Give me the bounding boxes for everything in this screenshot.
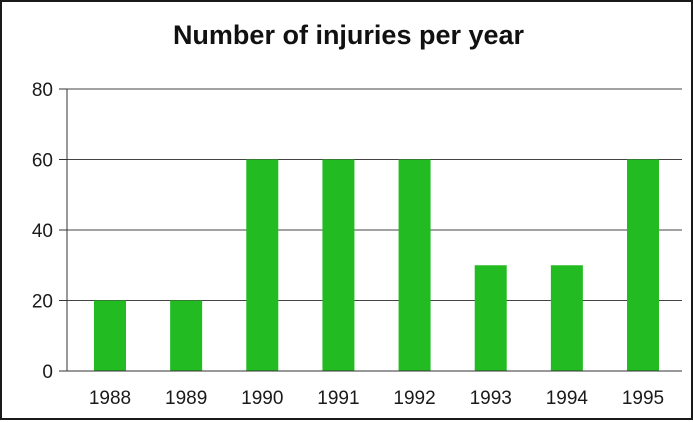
y-tick-label-80: 80	[32, 80, 53, 101]
y-tick-labels: 0 20 40 60 80	[32, 80, 53, 383]
gridlines	[67, 88, 682, 301]
x-tick-label-1995: 1995	[622, 388, 664, 409]
bar-1995	[627, 159, 659, 371]
x-tick-label-1991: 1991	[317, 388, 359, 409]
y-tick-label-40: 40	[32, 221, 53, 242]
bar-1990	[246, 159, 279, 371]
x-tick-label-1994: 1994	[546, 388, 589, 409]
x-tick-label-1988: 1988	[89, 388, 131, 409]
y-tick-label-0: 0	[42, 362, 53, 383]
bar-1992	[398, 159, 431, 371]
y-tick-label-20: 20	[32, 292, 53, 313]
y-tick-label-60: 60	[32, 151, 53, 172]
x-tick-label-1993: 1993	[470, 388, 512, 409]
x-tick-label-1989: 1989	[165, 388, 207, 409]
bars	[94, 159, 659, 371]
bar-1993	[474, 265, 507, 371]
x-tick-label-1990: 1990	[241, 388, 283, 409]
bar-1989	[170, 300, 203, 371]
bar-1994	[550, 265, 583, 371]
bar-1988	[94, 300, 126, 371]
x-tick-labels: 1988 1989 1990 1991 1992 1993 1994 1995	[89, 388, 664, 409]
axes	[59, 88, 682, 372]
chart-title: Number of injuries per year	[172, 20, 525, 50]
bar-1991	[322, 159, 355, 371]
x-tick-label-1992: 1992	[393, 388, 435, 409]
